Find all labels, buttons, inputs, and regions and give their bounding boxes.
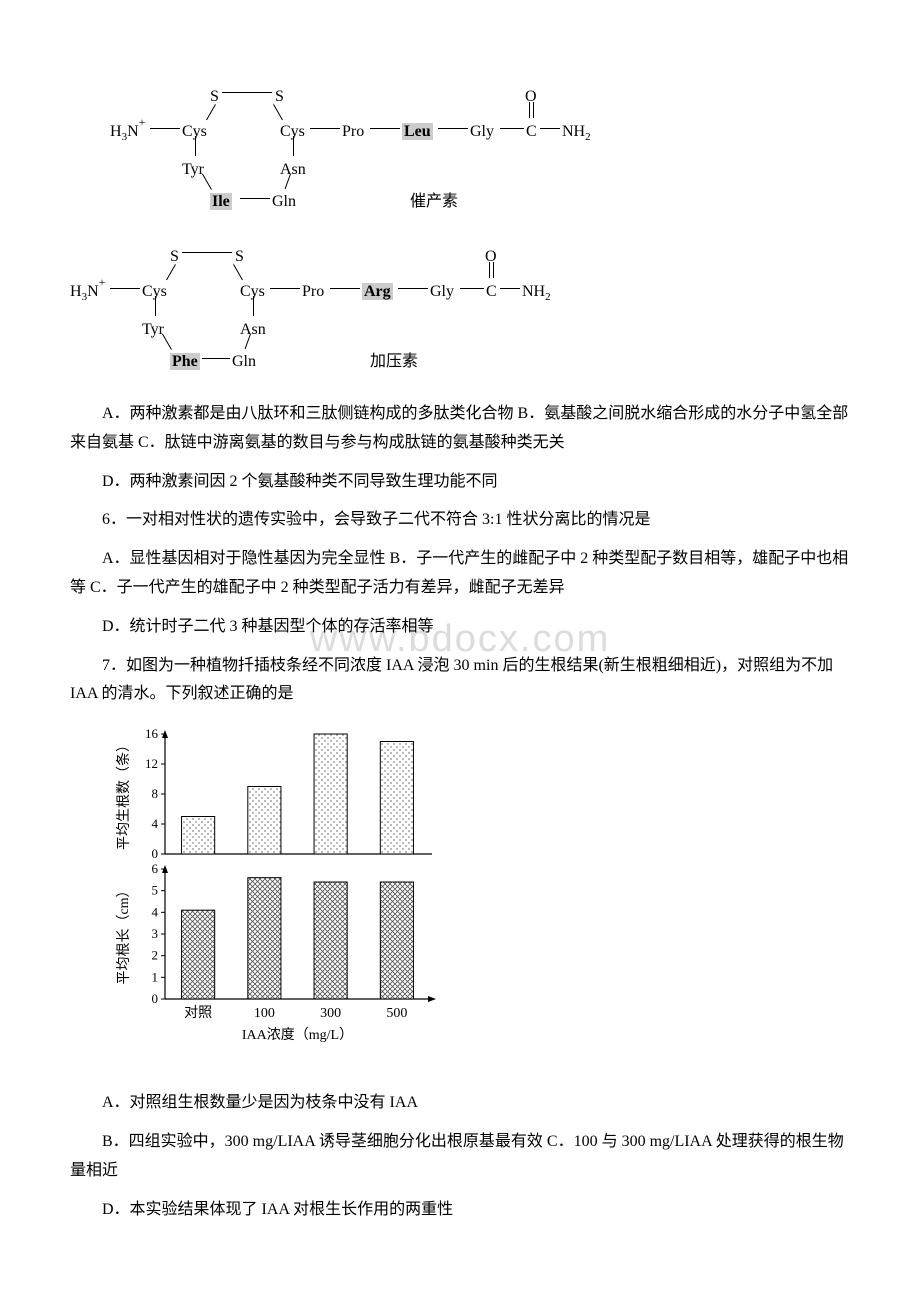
s1-2: S — [170, 243, 179, 272]
nh2-2: NH2 — [522, 278, 551, 308]
pro-2: Pro — [302, 278, 324, 307]
q7-stem: 7．如图为一种植物扦插枝条经不同浓度 IAA 浸泡 30 min 后的生根结果(… — [70, 652, 850, 710]
h3n-1: H3N+ — [110, 118, 145, 148]
o-1: O — [525, 83, 537, 112]
c-1: C — [526, 118, 537, 147]
svg-text:500: 500 — [386, 1006, 407, 1021]
svg-text:1: 1 — [152, 970, 159, 985]
s1-1: S — [210, 83, 219, 112]
q7-option-a: A．对照组生根数量少是因为枝条中没有 IAA — [70, 1089, 850, 1118]
ile-1: Ile — [210, 188, 232, 217]
tyr-1: Tyr — [182, 156, 204, 185]
svg-text:0: 0 — [152, 846, 159, 861]
svg-text:5: 5 — [152, 883, 159, 898]
svg-text:4: 4 — [152, 816, 159, 831]
svg-text:0: 0 — [152, 991, 159, 1006]
q7-option-d: D．本实验结果体现了 IAA 对根生长作用的两重性 — [70, 1196, 850, 1225]
q7-options-bc: B．四组实验中，300 mg/LIAA 诱导茎细胞分化出根原基最有效 C．100… — [70, 1128, 850, 1186]
bar-chart: 0481216平均生根数（条）0123456平均根长（cm）对照10030050… — [110, 724, 440, 1074]
svg-text:对照: 对照 — [184, 1005, 212, 1021]
svg-text:100: 100 — [254, 1006, 275, 1021]
q5-option-d: D．两种激素间因 2 个氨基酸种类不同导致生理功能不同 — [70, 468, 850, 497]
c-2: C — [486, 278, 497, 307]
peptide2-label: 加压素 — [370, 348, 418, 377]
peptide1-label: 催产素 — [410, 188, 458, 217]
svg-text:300: 300 — [320, 1006, 341, 1021]
nh2-1: NH2 — [562, 118, 591, 148]
gly-1: Gly — [470, 118, 494, 147]
gly-2: Gly — [430, 278, 454, 307]
svg-text:8: 8 — [152, 786, 159, 801]
o-2: O — [485, 243, 497, 272]
h3n-2: H3N+ — [70, 278, 105, 308]
svg-text:4: 4 — [152, 905, 159, 920]
peptide-diagram-2: H3N+ Cys S S Cys Pro Arg Gly C O NH2 Tyr — [70, 240, 850, 380]
arg-2: Arg — [362, 278, 393, 307]
svg-text:平均生根数（条）: 平均生根数（条） — [115, 738, 132, 850]
leu-1: Leu — [402, 118, 433, 147]
gln-2: Gln — [232, 348, 256, 377]
svg-text:IAA浓度（mg/L）: IAA浓度（mg/L） — [242, 1027, 353, 1043]
svg-text:12: 12 — [145, 756, 158, 771]
asn-1: Asn — [280, 156, 306, 185]
asn-2: Asn — [240, 316, 266, 345]
svg-text:3: 3 — [152, 926, 159, 941]
q5-options-abc: A．两种激素都是由八肽环和三肽侧链构成的多肽类化合物 B．氨基酸之间脱水缩合形成… — [70, 400, 850, 458]
svg-text:平均根长（cm）: 平均根长（cm） — [116, 884, 132, 985]
svg-text:2: 2 — [152, 948, 159, 963]
phe-2: Phe — [170, 348, 200, 377]
gln-1: Gln — [272, 188, 296, 217]
pro-1: Pro — [342, 118, 364, 147]
peptide-diagram-1: H3N+ Cys S S Cys Pro Leu Gly — [110, 80, 850, 220]
svg-text:16: 16 — [145, 726, 159, 741]
tyr-2: Tyr — [142, 316, 164, 345]
q6-options-abc: A．显性基因相对于隐性基因为完全显性 B．子一代产生的雌配子中 2 种类型配子数… — [70, 545, 850, 603]
q6-stem: 6．一对相对性状的遗传实验中，会导致子二代不符合 3:1 性状分离比的情况是 — [70, 506, 850, 535]
svg-text:6: 6 — [152, 861, 159, 876]
q6-option-d: D．统计时子二代 3 种基因型个体的存活率相等 — [70, 613, 850, 642]
